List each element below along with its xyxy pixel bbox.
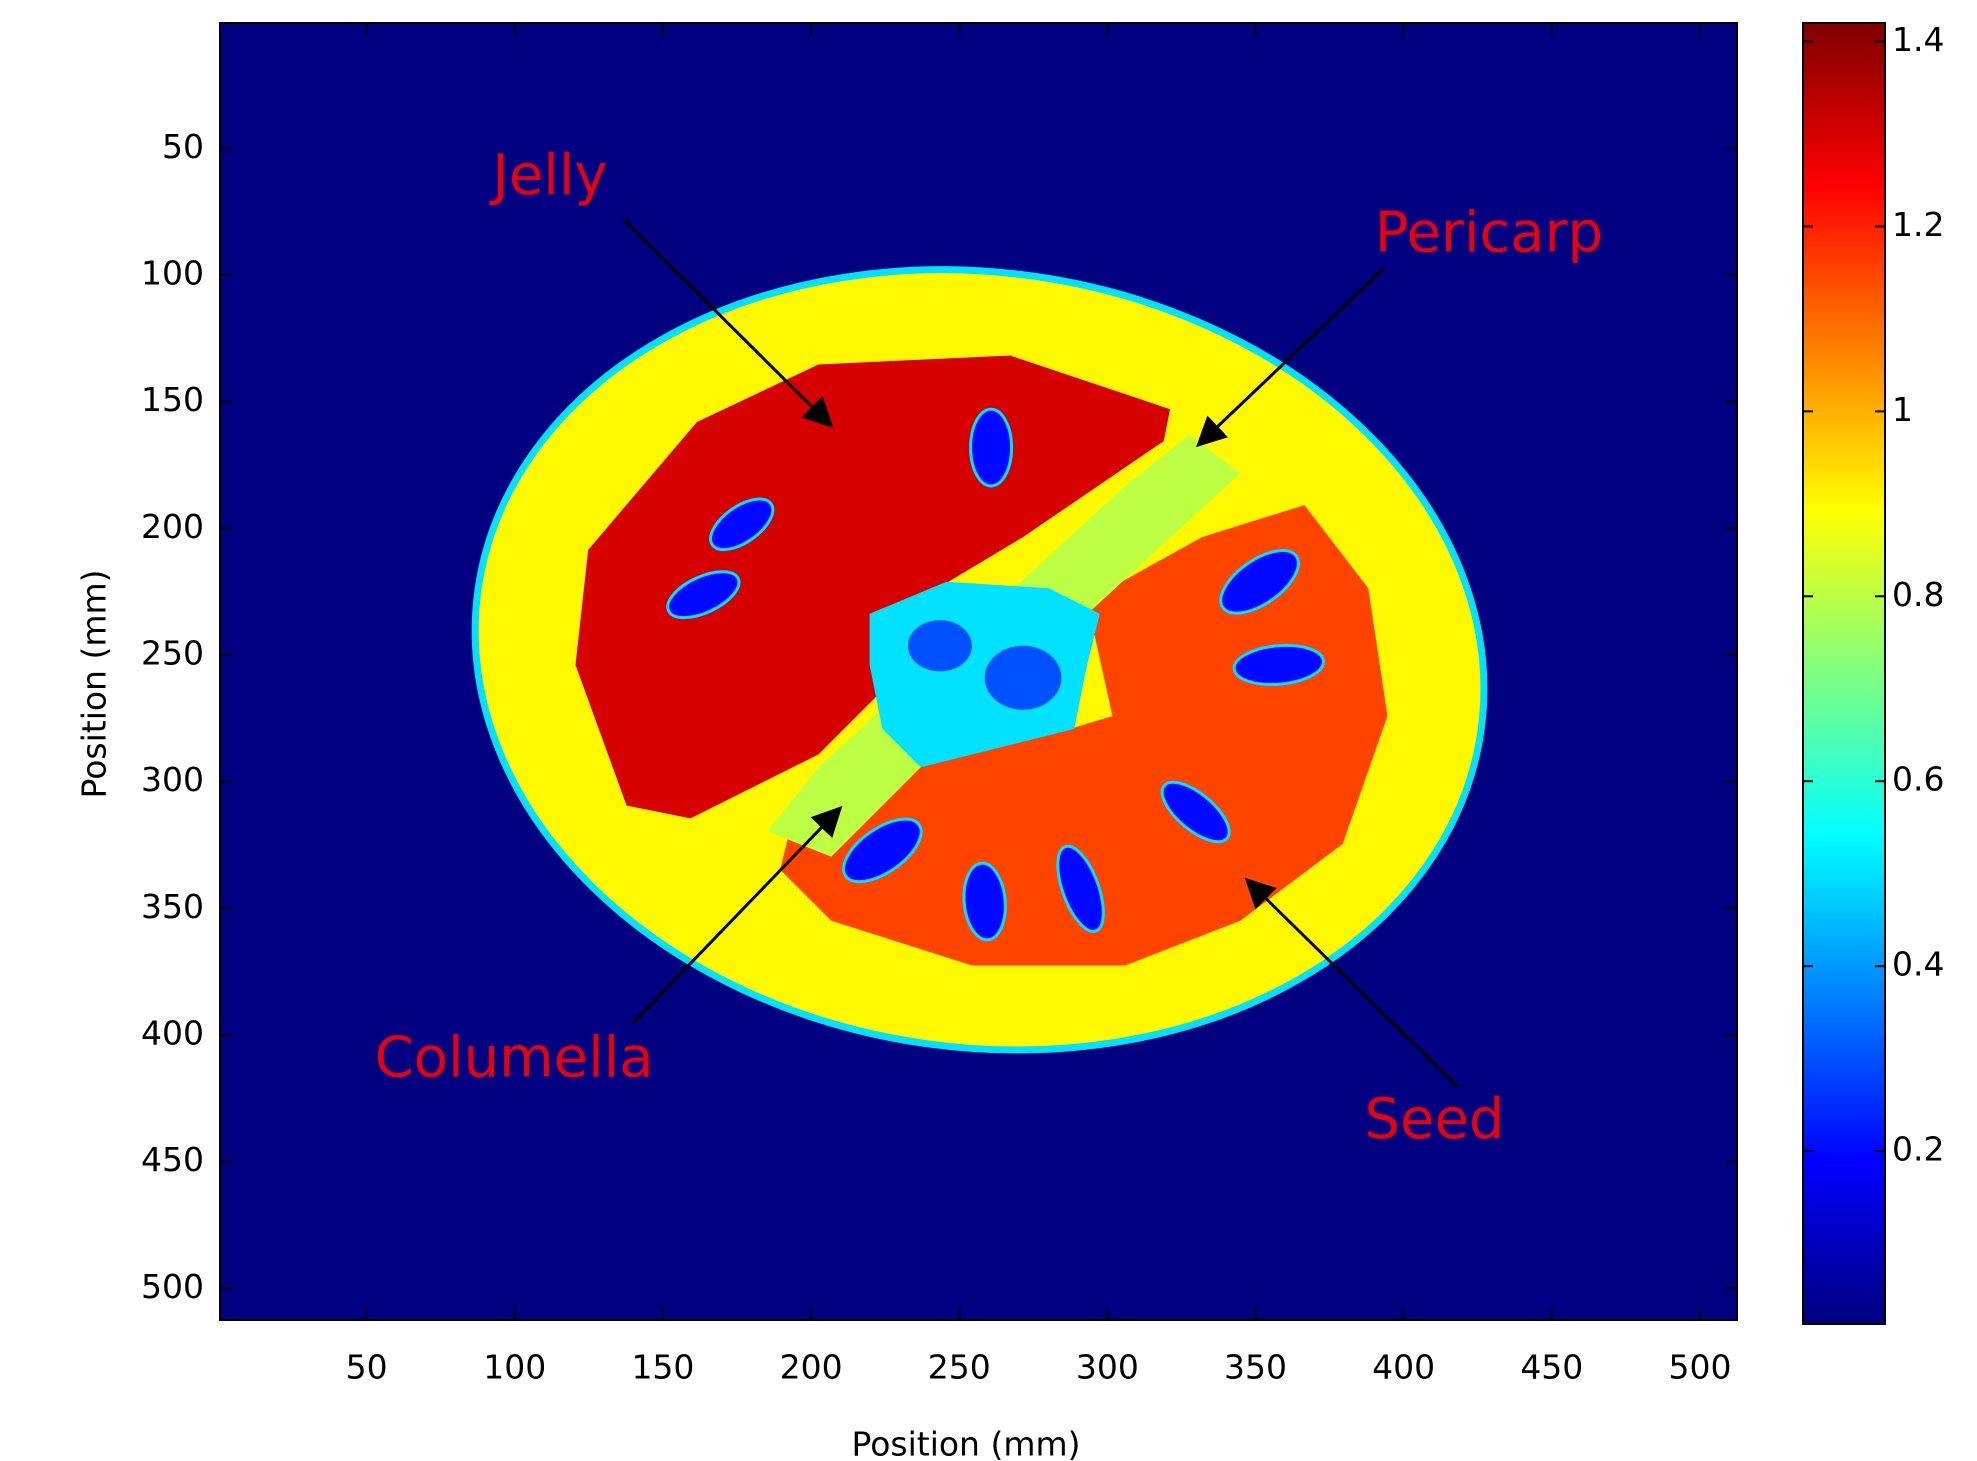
y-tick-label: 200 — [141, 507, 204, 546]
colorbar-tick-label: 0.4 — [1892, 945, 1944, 984]
annotation: Columella — [375, 1026, 654, 1091]
x-tick-label: 150 — [631, 1348, 694, 1387]
x-tick-label: 500 — [1668, 1348, 1731, 1387]
colorbar-tick-label: 0.8 — [1892, 575, 1944, 614]
x-tick-label: 300 — [1076, 1348, 1139, 1387]
x-tick-label: 450 — [1520, 1348, 1583, 1387]
y-tick-label: 250 — [141, 634, 204, 673]
colorbar — [1803, 23, 1885, 1324]
x-tick-label: 50 — [346, 1348, 388, 1387]
y-axis-label: Position (mm) — [75, 569, 114, 798]
x-tick-label: 350 — [1224, 1348, 1287, 1387]
chart: Position (mm) Position (mm) Jelly Pericar… — [0, 0, 1977, 1461]
annotation: Pericarp — [1375, 201, 1603, 266]
colorbar-tick-label: 0.2 — [1892, 1130, 1944, 1169]
y-tick-label: 300 — [141, 760, 204, 799]
annotation: Jelly — [489, 143, 607, 208]
y-tick-label: 500 — [141, 1267, 204, 1306]
y-tick-label: 150 — [141, 380, 204, 419]
x-tick-label: 200 — [780, 1348, 843, 1387]
x-axis-label: Position (mm) — [851, 1425, 1080, 1461]
y-tick-label: 50 — [162, 127, 204, 166]
x-tick-label: 100 — [483, 1348, 546, 1387]
colorbar-tick-label: 1.4 — [1892, 20, 1944, 59]
x-tick-label: 250 — [928, 1348, 991, 1387]
y-tick-label: 400 — [141, 1014, 204, 1053]
x-tick-label: 400 — [1372, 1348, 1435, 1387]
columella — [985, 646, 1062, 710]
y-tick-label: 100 — [141, 254, 204, 293]
colorbar-tick-label: 1 — [1892, 390, 1913, 429]
annotation: Seed — [1364, 1087, 1504, 1152]
y-tick-label: 450 — [141, 1140, 204, 1179]
seed — [971, 409, 1012, 486]
colorbar-tick-label: 0.6 — [1892, 760, 1944, 799]
columella — [908, 620, 972, 671]
y-tick-label: 350 — [141, 887, 204, 926]
colorbar-tick-label: 1.2 — [1892, 205, 1944, 244]
